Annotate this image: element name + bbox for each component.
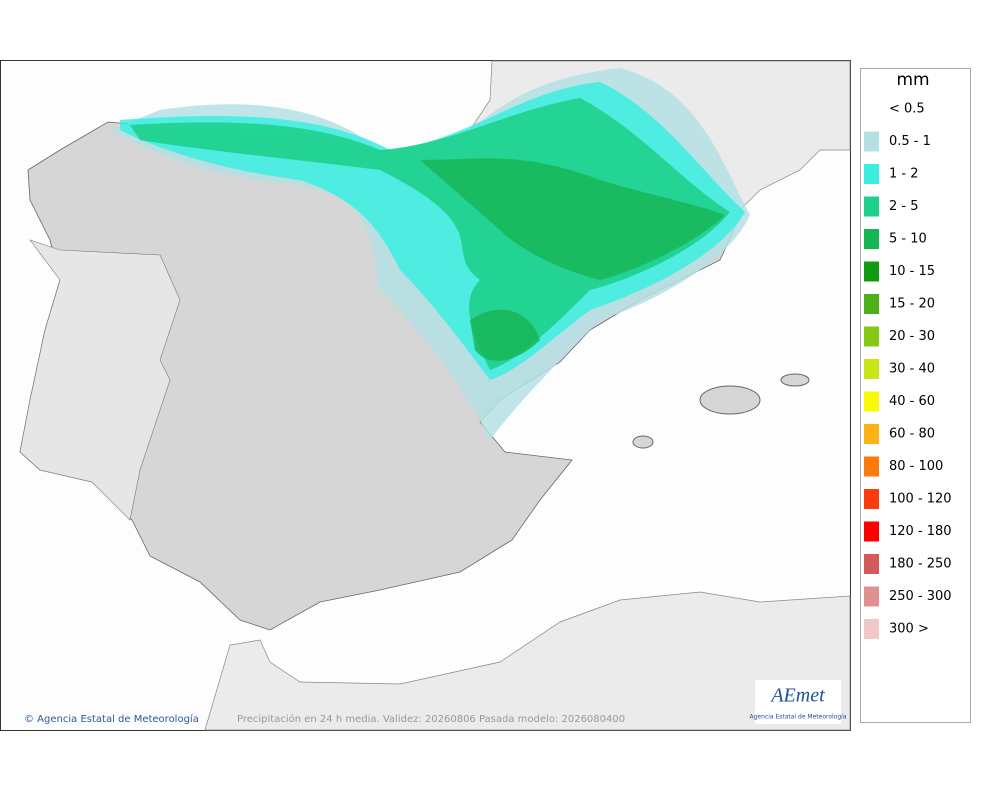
precip-5-10 bbox=[420, 158, 725, 361]
legend-swatch bbox=[864, 326, 879, 347]
legend-label: 1 - 2 bbox=[889, 167, 919, 182]
legend-label: 80 - 100 bbox=[889, 459, 943, 474]
legend-title: mm bbox=[896, 70, 929, 90]
legend-label: 100 - 120 bbox=[889, 492, 952, 507]
legend-label: 180 - 250 bbox=[889, 557, 952, 572]
legend-label: 5 - 10 bbox=[889, 232, 927, 247]
legend-label: 60 - 80 bbox=[889, 427, 935, 442]
legend-label: 250 - 300 bbox=[889, 589, 952, 604]
legend-swatch bbox=[864, 261, 879, 282]
credit: © Agencia Estatal de Meteorología bbox=[24, 713, 199, 725]
portugal bbox=[19, 239, 181, 521]
legend-swatch bbox=[864, 424, 879, 444]
legend-label: < 0.5 bbox=[889, 102, 925, 117]
legend-label: 300 > bbox=[889, 622, 929, 637]
menorca bbox=[780, 373, 810, 387]
ibiza bbox=[632, 435, 654, 449]
legend-label: 0.5 - 1 bbox=[889, 134, 931, 149]
legend-label: 15 - 20 bbox=[889, 297, 935, 312]
legend-swatch bbox=[864, 521, 879, 542]
legend-swatch bbox=[864, 456, 879, 477]
logo-box bbox=[755, 680, 841, 724]
legend-label: 2 - 5 bbox=[889, 199, 919, 214]
legend-swatch bbox=[864, 196, 879, 217]
legend-swatch bbox=[864, 586, 879, 607]
legend-swatch bbox=[864, 164, 879, 184]
legend-swatch bbox=[864, 229, 879, 249]
logo-subtitle: Agencia Estatal de Meteorología bbox=[750, 714, 847, 721]
caption: Precipitación en 24 h media. Validez: 20… bbox=[237, 713, 625, 725]
legend-swatch bbox=[864, 294, 879, 314]
legend-swatch bbox=[864, 619, 879, 639]
legend-label: 120 - 180 bbox=[889, 524, 952, 539]
legend-label: 10 - 15 bbox=[889, 264, 935, 279]
legend-label: 30 - 40 bbox=[889, 362, 935, 377]
precip-2-5 bbox=[130, 98, 730, 370]
logo-name: AEmet bbox=[769, 685, 825, 707]
legend-swatch bbox=[864, 489, 879, 509]
legend-swatch bbox=[864, 554, 879, 574]
legend-swatch bbox=[864, 391, 879, 412]
legend-label: 40 - 60 bbox=[889, 394, 935, 409]
legend-swatch bbox=[864, 359, 879, 379]
mallorca bbox=[699, 385, 761, 415]
africa bbox=[204, 591, 851, 731]
legend-swatch bbox=[864, 131, 879, 152]
legend-label: 20 - 30 bbox=[889, 329, 935, 344]
